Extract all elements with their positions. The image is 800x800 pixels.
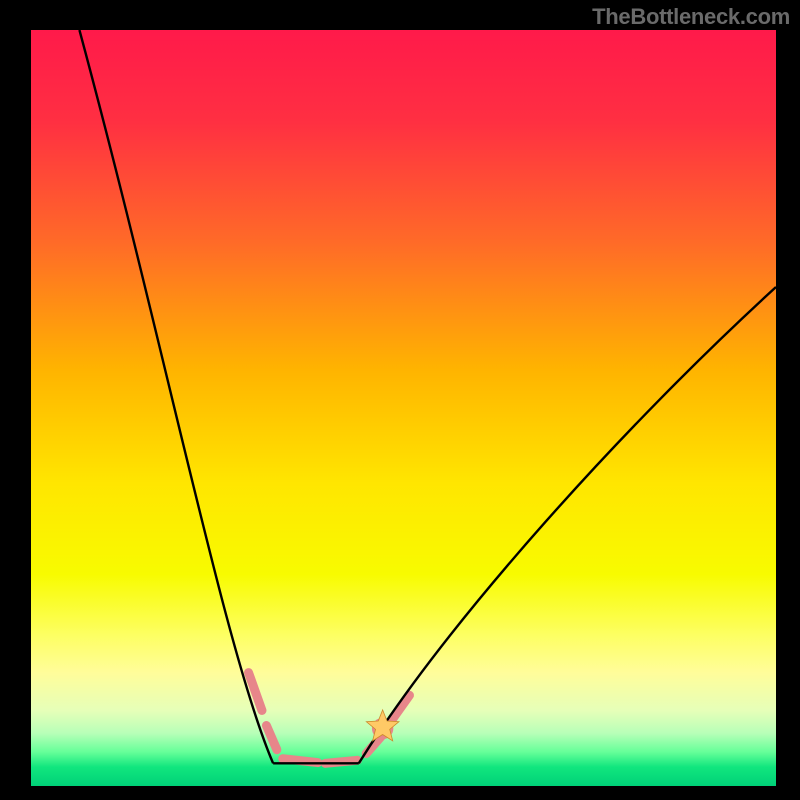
watermark-text: TheBottleneck.com — [592, 4, 790, 30]
bottleneck-curve-plot — [31, 30, 776, 786]
gradient-background — [31, 30, 776, 786]
chart-stage: TheBottleneck.com — [0, 0, 800, 800]
plot-svg — [31, 30, 776, 786]
pink-segment — [283, 759, 318, 763]
